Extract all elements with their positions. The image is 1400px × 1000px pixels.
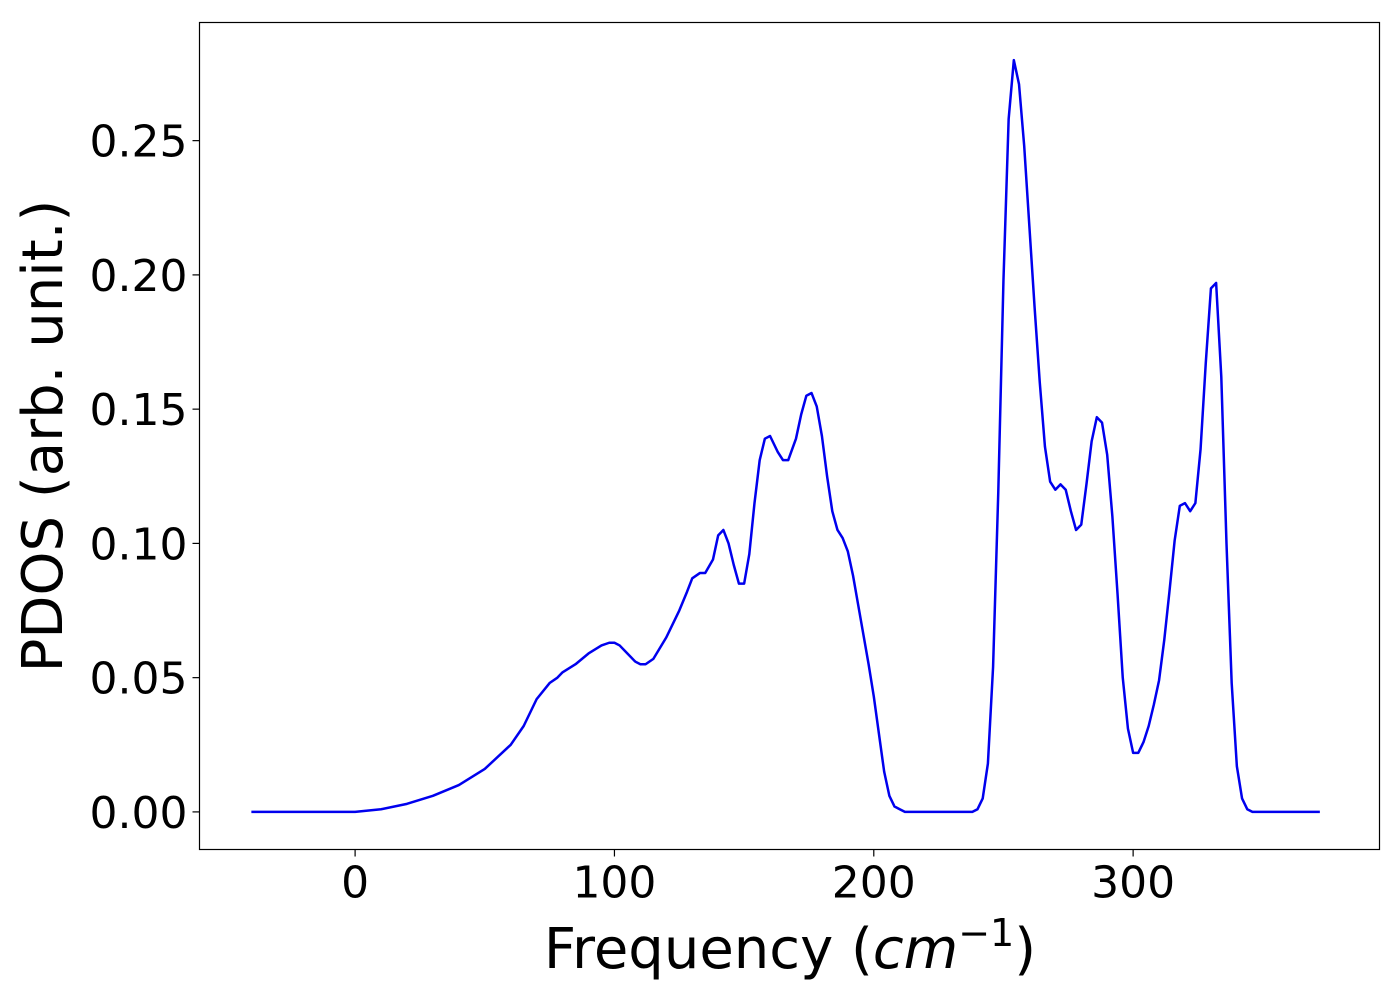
plot-frame (198, 21, 1381, 851)
x-tick-label: 300 (1091, 858, 1175, 909)
x-axis-ticks: 0 100 200 300 (341, 849, 1175, 909)
y-tick-label: 0.20 (90, 251, 188, 302)
x-tick-label: 0 (341, 858, 369, 909)
y-axis-ticks: 0.00 0.05 0.10 0.15 0.20 0.25 (90, 117, 200, 839)
series-layer (251, 58, 1320, 814)
x-tick-label: 100 (572, 858, 656, 909)
y-axis-title: PDOS (arb. unit.) (11, 200, 76, 673)
series-line-0 (251, 58, 1320, 814)
y-tick-label: 0.25 (90, 117, 188, 168)
y-tick-label: 0.05 (90, 654, 188, 705)
x-tick-label: 200 (832, 858, 916, 909)
y-tick-label: 0.00 (90, 788, 188, 839)
x-axis-title: Frequency (cm−1) (544, 911, 1036, 982)
y-tick-label: 0.15 (90, 385, 188, 436)
y-tick-label: 0.10 (90, 519, 188, 570)
